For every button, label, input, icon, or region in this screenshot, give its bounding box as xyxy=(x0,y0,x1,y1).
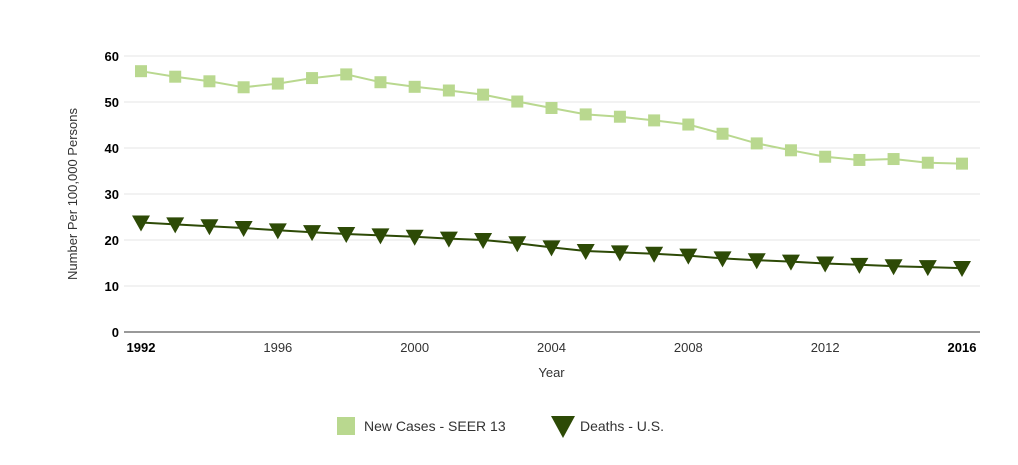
data-point xyxy=(166,217,185,234)
data-point xyxy=(747,253,766,270)
legend-label: New Cases - SEER 13 xyxy=(364,418,506,434)
data-point xyxy=(477,88,490,101)
x-tick-label: 2000 xyxy=(400,340,429,355)
x-tick-label: 2016 xyxy=(948,340,977,355)
legend-item: New Cases - SEER 13 xyxy=(337,417,506,435)
data-point xyxy=(135,65,147,78)
legend: New Cases - SEER 13 Deaths - U.S. xyxy=(337,416,664,438)
data-point xyxy=(716,127,729,140)
data-point xyxy=(439,231,458,248)
data-point xyxy=(645,246,664,263)
x-tick-label: 1996 xyxy=(263,340,292,355)
series-1 xyxy=(135,65,968,170)
x-tick-label: 2008 xyxy=(674,340,703,355)
data-point xyxy=(337,227,356,244)
data-point xyxy=(268,223,287,240)
y-tick-label: 10 xyxy=(105,279,119,294)
data-point xyxy=(371,228,390,245)
y-tick-label: 20 xyxy=(105,233,119,248)
data-point xyxy=(579,108,592,121)
legend-label: Deaths - U.S. xyxy=(580,418,664,434)
data-point xyxy=(340,68,353,81)
data-point xyxy=(816,256,835,273)
data-point xyxy=(271,77,284,90)
data-point xyxy=(474,233,493,249)
y-tick-label: 40 xyxy=(105,141,119,156)
series-2 xyxy=(132,215,971,278)
data-point xyxy=(408,80,421,93)
data-point xyxy=(679,248,698,265)
x-tick-label: 1992 xyxy=(127,340,156,355)
series-layer xyxy=(132,65,971,278)
legend-item: Deaths - U.S. xyxy=(551,416,664,438)
data-point xyxy=(610,245,629,262)
data-point xyxy=(850,257,869,274)
data-point xyxy=(508,236,527,253)
data-point xyxy=(303,225,322,242)
data-point xyxy=(921,156,934,169)
data-point xyxy=(306,72,319,85)
data-point xyxy=(237,81,250,94)
x-tick-label: 2004 xyxy=(537,340,566,355)
data-point xyxy=(953,261,971,278)
data-point xyxy=(784,144,797,157)
legend-square-icon xyxy=(337,417,355,435)
data-point xyxy=(169,70,182,83)
x-tick-label: 2012 xyxy=(811,340,840,355)
y-axis-title: Number Per 100,000 Persons xyxy=(65,108,80,280)
data-point xyxy=(442,84,455,97)
data-point xyxy=(200,219,219,236)
data-point xyxy=(884,259,903,276)
data-point xyxy=(918,260,937,277)
y-tick-label: 0 xyxy=(112,325,119,340)
data-point xyxy=(203,75,216,88)
data-point xyxy=(542,240,561,257)
legend-triangle-icon xyxy=(551,416,575,438)
data-point xyxy=(576,244,595,261)
data-point xyxy=(853,153,866,166)
data-point xyxy=(511,95,524,108)
data-point xyxy=(750,137,763,150)
series-line xyxy=(140,70,963,165)
data-point xyxy=(234,221,253,238)
data-point xyxy=(374,76,387,89)
data-point xyxy=(648,114,661,127)
data-point xyxy=(682,118,695,131)
data-point xyxy=(956,157,968,170)
data-point xyxy=(545,101,558,114)
data-point xyxy=(713,251,732,268)
data-point xyxy=(781,254,800,271)
y-tick-label: 60 xyxy=(105,49,119,64)
data-point xyxy=(405,229,424,246)
y-axis-ticks: 0 10 20 30 40 50 60 xyxy=(105,49,119,340)
x-axis-ticks: 1992 1996 2000 2004 2008 2012 2016 xyxy=(127,340,977,355)
data-point xyxy=(819,150,832,163)
x-axis-title: Year xyxy=(538,365,565,380)
data-point xyxy=(132,215,150,232)
y-tick-label: 50 xyxy=(105,95,119,110)
data-point xyxy=(887,153,900,166)
y-tick-label: 30 xyxy=(105,187,119,202)
data-point xyxy=(613,110,626,123)
